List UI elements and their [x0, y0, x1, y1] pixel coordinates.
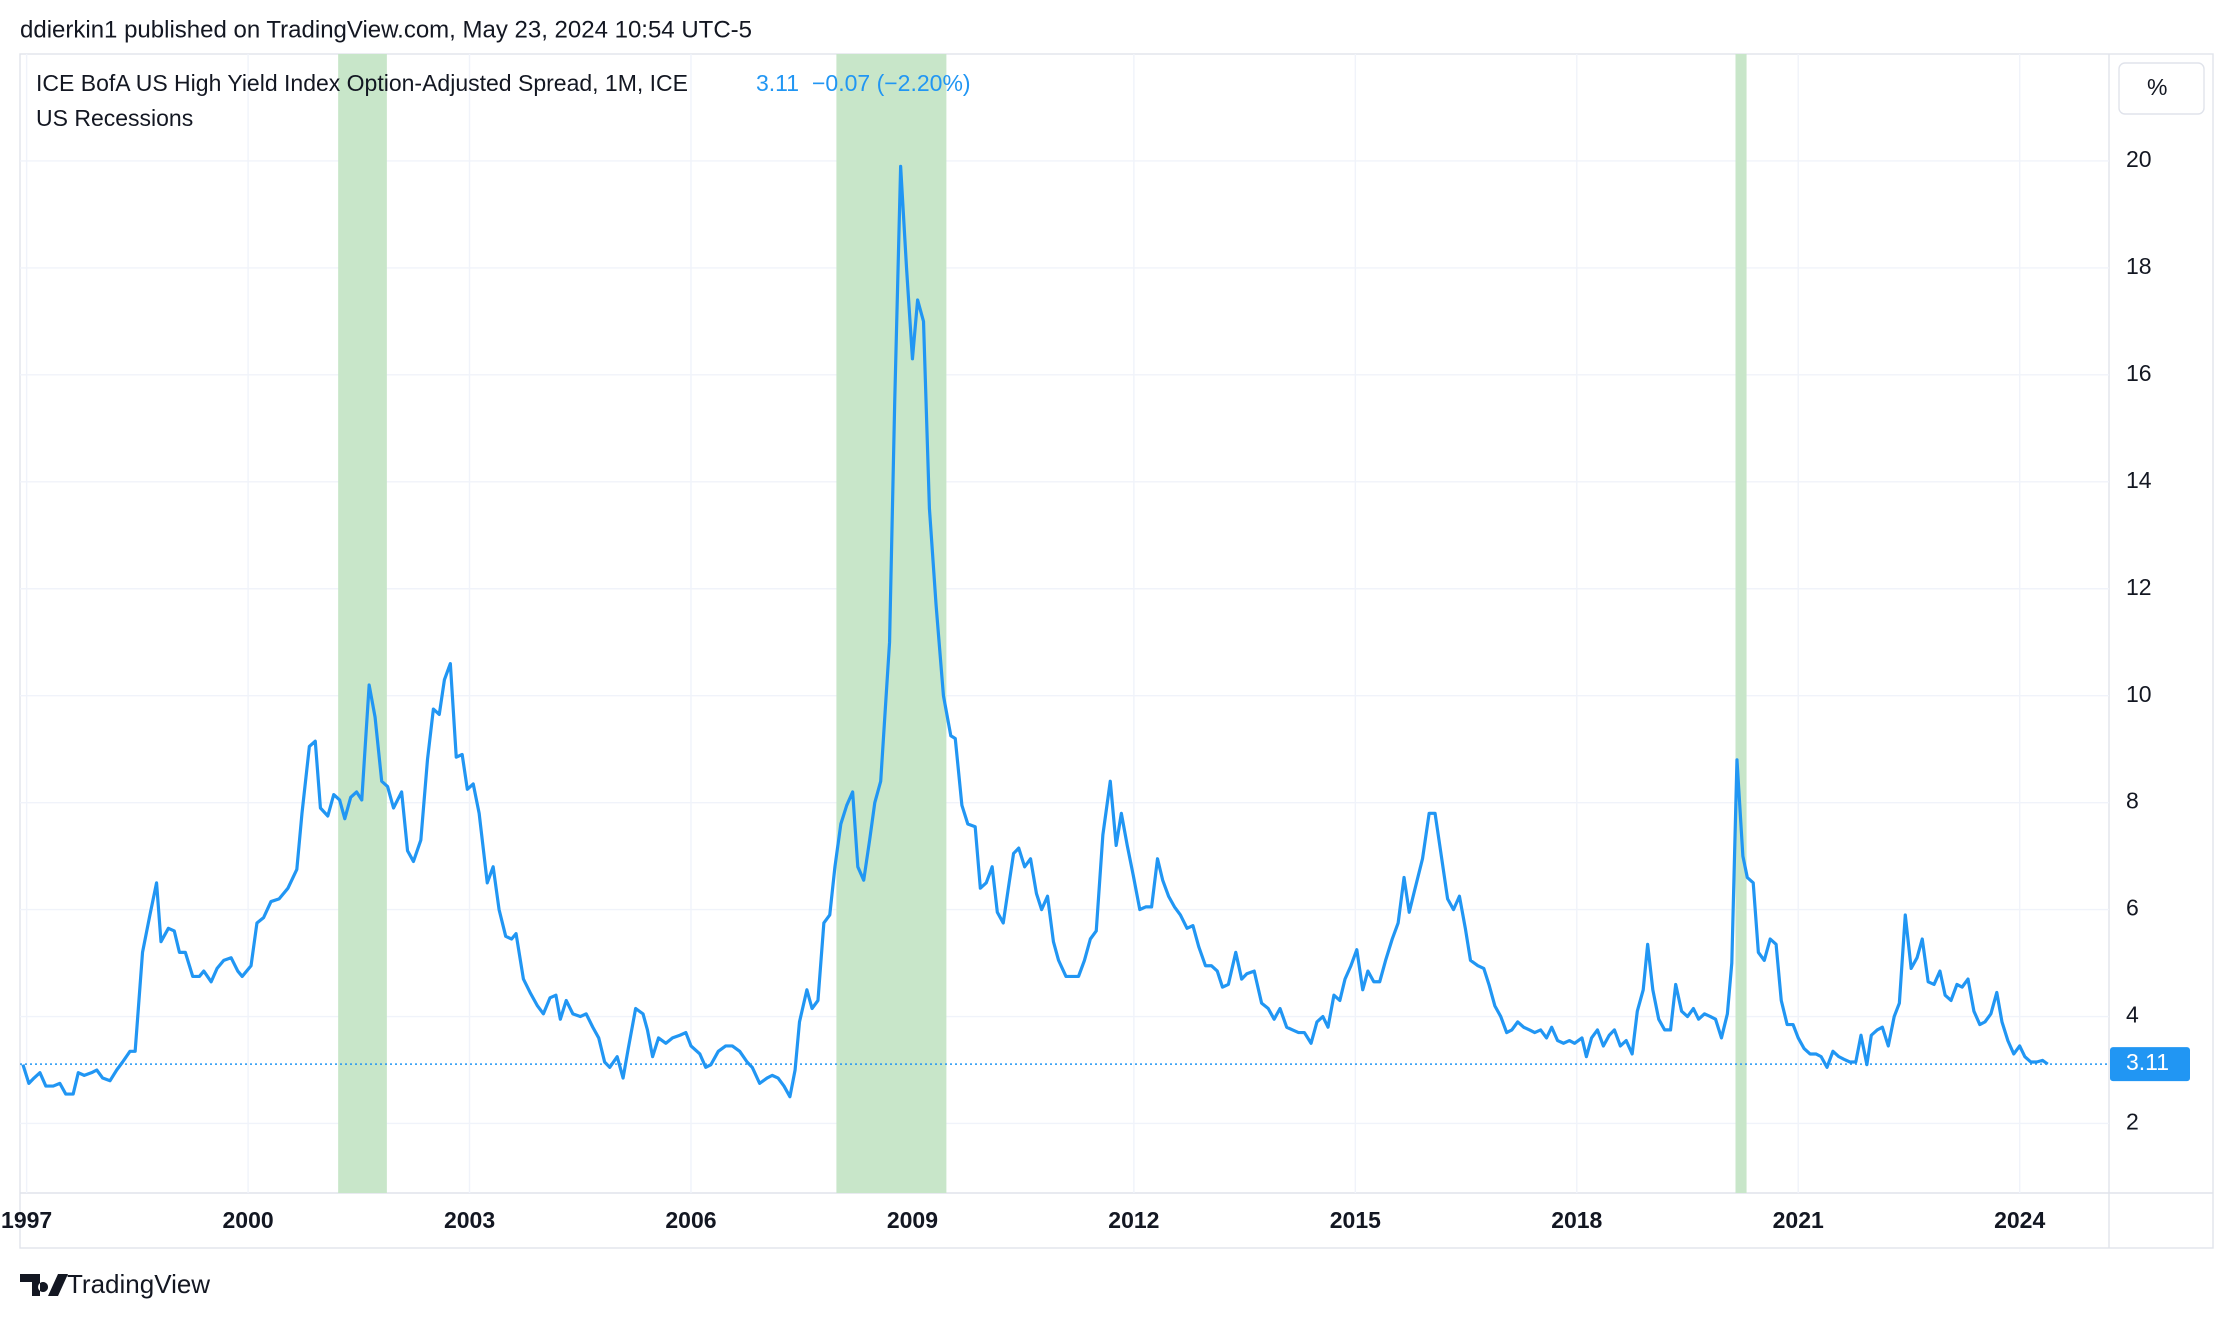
x-tick-label: 2021: [1773, 1207, 1824, 1233]
y-tick-label: 2: [2126, 1109, 2139, 1135]
recession-name: US Recessions: [36, 105, 193, 131]
y-tick-label: 18: [2126, 253, 2152, 279]
y-tick-label: 4: [2126, 1002, 2139, 1028]
y-tick-label: 20: [2126, 146, 2152, 172]
axes: 1997 2000 2003 2006 2009 2012 2015 2018 2021 2024…: [1, 146, 2190, 1233]
chart-frame: [19, 53, 2214, 1249]
last-value: 3.11: [756, 70, 799, 96]
recession-band: [1735, 54, 1747, 1193]
x-tick-label: 2018: [1551, 1207, 1602, 1233]
x-tick-label: 2009: [887, 1207, 938, 1233]
y-tick-label: 10: [2126, 681, 2152, 707]
x-tick-label: 2006: [665, 1207, 716, 1233]
x-tick-label: 2012: [1108, 1207, 1159, 1233]
y-tick-label: 12: [2126, 574, 2152, 600]
y-tick-label: 8: [2126, 788, 2139, 814]
series-line: [21, 164, 2049, 1099]
publisher-line: ddierkin1 published on TradingView.com, …: [20, 16, 752, 43]
x-tick-label: 2003: [444, 1207, 495, 1233]
logo-mark: [20, 1274, 68, 1296]
x-tick-label: 1997: [1, 1207, 52, 1233]
y-tick-label: 6: [2126, 895, 2139, 921]
last-value-tag: [2110, 1047, 2190, 1082]
plot-area: [20, 54, 2109, 1193]
x-tick-label: 2015: [1330, 1207, 1381, 1233]
last-value-label: 3.11: [2126, 1049, 2169, 1075]
brand-logo: TradingView: [20, 1269, 210, 1299]
legend: ICE BofA US High Yield Index Option-Adju…: [36, 70, 971, 131]
unit-label[interactable]: %: [2147, 74, 2167, 100]
recession-band: [338, 54, 387, 1193]
x-tick-label: 2024: [1994, 1207, 2045, 1233]
unit-button[interactable]: [2118, 62, 2205, 115]
y-tick-label: 16: [2126, 360, 2152, 386]
brand-name: TradingView: [67, 1269, 210, 1299]
change: −0.07 (−2.20%): [812, 70, 971, 96]
series-name: ICE BofA US High Yield Index Option-Adju…: [36, 70, 688, 96]
x-tick-label: 2000: [223, 1207, 274, 1233]
y-tick-label: 14: [2126, 467, 2152, 493]
